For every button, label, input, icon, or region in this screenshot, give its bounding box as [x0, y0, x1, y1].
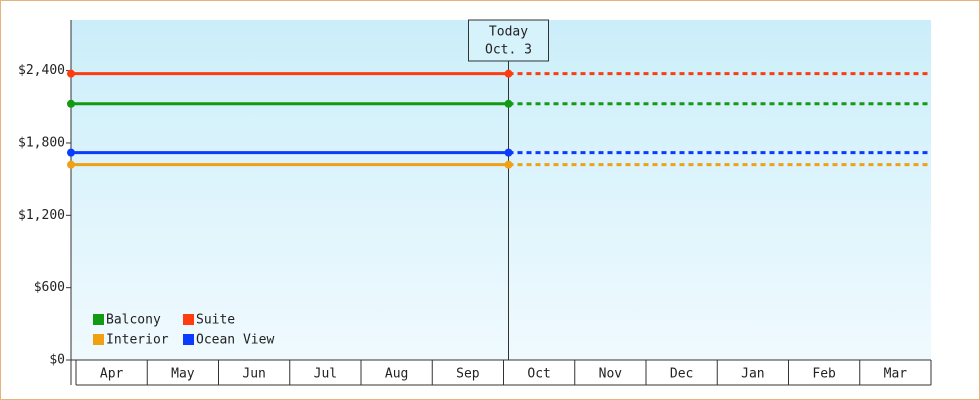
- x-tick-label: Oct: [527, 367, 550, 382]
- x-tick-label: Jan: [741, 367, 764, 382]
- y-tick-label: $600: [34, 280, 65, 295]
- plot-area: [71, 20, 931, 360]
- today-box: [468, 19, 549, 62]
- y-tick-label: $2,400: [18, 63, 65, 78]
- y-tick-label: $0: [49, 353, 65, 368]
- x-tick-label: Jul: [314, 367, 337, 382]
- x-tick-label: Sep: [456, 367, 480, 382]
- legend-label: Suite: [196, 313, 235, 328]
- y-tick-label: $1,200: [18, 208, 65, 223]
- legend-label: Balcony: [106, 313, 161, 328]
- point: [504, 160, 513, 169]
- point: [67, 148, 75, 157]
- legend-label: Interior: [106, 333, 169, 348]
- x-tick-label: Nov: [599, 367, 623, 382]
- legend-swatch: [93, 314, 104, 325]
- point: [67, 69, 75, 78]
- point: [67, 160, 75, 169]
- today-date: Oct. 3: [485, 43, 532, 58]
- legend-swatch: [183, 334, 194, 345]
- today-label: Today: [489, 25, 528, 40]
- x-tick-label: Dec: [670, 367, 693, 382]
- point: [67, 99, 75, 108]
- x-tick-label: Aug: [385, 367, 408, 382]
- legend-swatch: [183, 314, 194, 325]
- x-tick-label: Apr: [100, 367, 124, 382]
- point: [504, 99, 513, 108]
- x-tick-label: Feb: [812, 367, 836, 382]
- x-tick-label: May: [171, 367, 195, 382]
- point: [504, 148, 513, 157]
- point: [504, 69, 513, 78]
- x-tick-label: Jun: [242, 367, 265, 382]
- x-tick-label: Mar: [884, 367, 908, 382]
- legend-label: Ocean View: [196, 333, 274, 348]
- y-tick-label: $1,800: [18, 135, 65, 150]
- legend-swatch: [93, 334, 104, 345]
